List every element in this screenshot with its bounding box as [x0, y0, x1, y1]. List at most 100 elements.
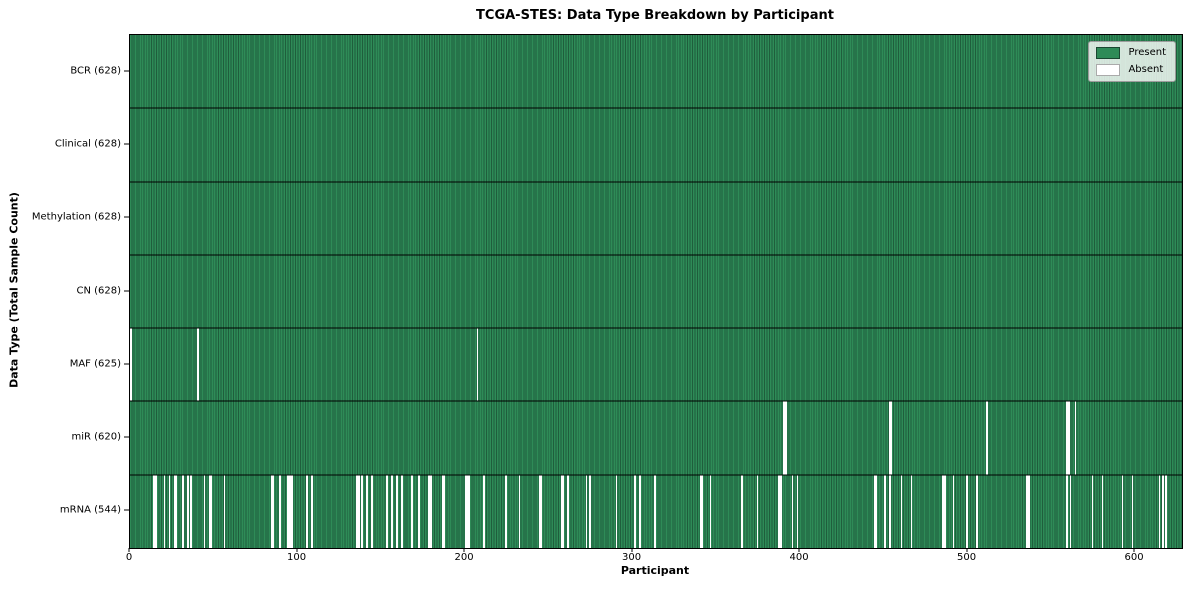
y-tick-label: miR (620) [71, 431, 121, 443]
absent-stripe [1158, 474, 1161, 548]
absent-stripe [428, 474, 430, 548]
x-tick-label: 500 [957, 552, 977, 563]
legend-label: Present [1128, 47, 1166, 58]
legend-item: Present [1096, 47, 1166, 59]
absent-stripe [883, 474, 886, 548]
row-band-clinical [130, 108, 1182, 181]
absent-stripe [418, 474, 420, 548]
absent-stripe [538, 474, 541, 548]
row-band-bcr [130, 35, 1182, 108]
absent-stripe [287, 474, 290, 548]
x-tick-mark [966, 548, 968, 552]
absent-stripe [540, 474, 543, 548]
absent-stripe [476, 328, 479, 402]
absent-stripe [888, 401, 891, 475]
absent-stripe [942, 474, 945, 548]
y-tick-label: Methylation (628) [31, 211, 121, 223]
absent-stripe [588, 474, 591, 548]
absent-stripe [190, 474, 192, 548]
row-separator [130, 254, 1182, 256]
absent-stripe [386, 474, 388, 548]
y-tick-label: mRNA (544) [59, 504, 121, 516]
row-band-maf [130, 328, 1182, 402]
y-tick-mark [124, 363, 129, 365]
chart-title: TCGA-STES: Data Type Breakdown by Partic… [476, 8, 834, 23]
absent-stripe [310, 474, 313, 548]
y-tick-mark [124, 290, 129, 291]
absent-stripe [272, 474, 275, 548]
absent-stripe [634, 474, 636, 548]
absent-stripe [900, 474, 903, 548]
absent-stripe [873, 474, 876, 548]
absent-stripe [173, 474, 176, 548]
x-tick-label: 300 [622, 552, 642, 563]
plot-area: Present Absent [129, 34, 1183, 549]
absent-stripe [175, 474, 177, 548]
absent-stripe [585, 474, 588, 548]
absent-stripe [741, 474, 744, 548]
absent-stripe [465, 474, 467, 548]
y-tick-mark [124, 143, 129, 145]
absent-stripe [483, 474, 486, 548]
x-tick-mark [798, 548, 800, 552]
x-tick-label: 200 [454, 552, 474, 563]
absent-stripe [779, 474, 782, 548]
absent-stripe [130, 328, 132, 402]
absent-stripe [396, 474, 399, 548]
absent-stripe [699, 474, 702, 548]
absent-stripe [505, 474, 507, 548]
absent-stripe [560, 474, 563, 548]
absent-stripe [186, 474, 189, 548]
absent-stripe [986, 401, 988, 475]
absent-stripe [952, 474, 955, 548]
absent-stripe [290, 474, 293, 548]
absent-stripe [371, 474, 373, 548]
absent-stripe [153, 474, 156, 548]
absent-stripe [289, 474, 291, 548]
absent-stripe [756, 474, 759, 548]
absent-stripe [197, 328, 199, 402]
absent-stripe [441, 474, 444, 548]
y-tick-label: BCR (628) [70, 65, 121, 77]
absent-stripe [468, 474, 471, 548]
absent-stripe [1069, 474, 1072, 548]
absent-stripe [944, 474, 946, 548]
legend: Present Absent [1088, 41, 1176, 82]
absent-stripe [567, 474, 569, 548]
absent-stripe [1074, 401, 1077, 475]
x-tick-mark [631, 548, 633, 552]
absent-stripe [203, 474, 206, 548]
absent-stripe [888, 474, 891, 548]
absent-stripe [270, 474, 273, 548]
absent-stripe [443, 474, 445, 548]
absent-stripe [163, 474, 166, 548]
absent-stripe [466, 474, 469, 548]
row-separator [130, 107, 1182, 109]
absent-stripe [1068, 401, 1070, 475]
absent-stripe [910, 474, 913, 548]
y-tick-label: CN (628) [76, 285, 121, 296]
x-tick-mark [296, 548, 298, 552]
x-tick-label: 600 [1124, 552, 1144, 563]
row-separator [130, 327, 1182, 329]
legend-item: Absent [1096, 64, 1166, 76]
row-band-mir [130, 401, 1182, 475]
absent-stripe [1131, 474, 1134, 548]
absent-stripe [890, 401, 893, 475]
absent-stripe [391, 474, 393, 548]
absent-stripe [155, 474, 157, 548]
absent-stripe [1026, 474, 1028, 548]
absent-stripe [1101, 474, 1104, 548]
legend-swatch-present [1096, 47, 1121, 59]
row-band-methylation [130, 182, 1182, 255]
row-separator [130, 474, 1182, 476]
absent-stripe [562, 474, 564, 548]
x-tick-mark [1133, 548, 1135, 552]
x-tick-label: 0 [125, 552, 133, 563]
absent-stripe [783, 401, 785, 475]
x-tick-mark [128, 548, 130, 552]
absent-stripe [401, 474, 404, 548]
absent-stripe [356, 474, 358, 548]
absent-stripe [784, 401, 787, 475]
